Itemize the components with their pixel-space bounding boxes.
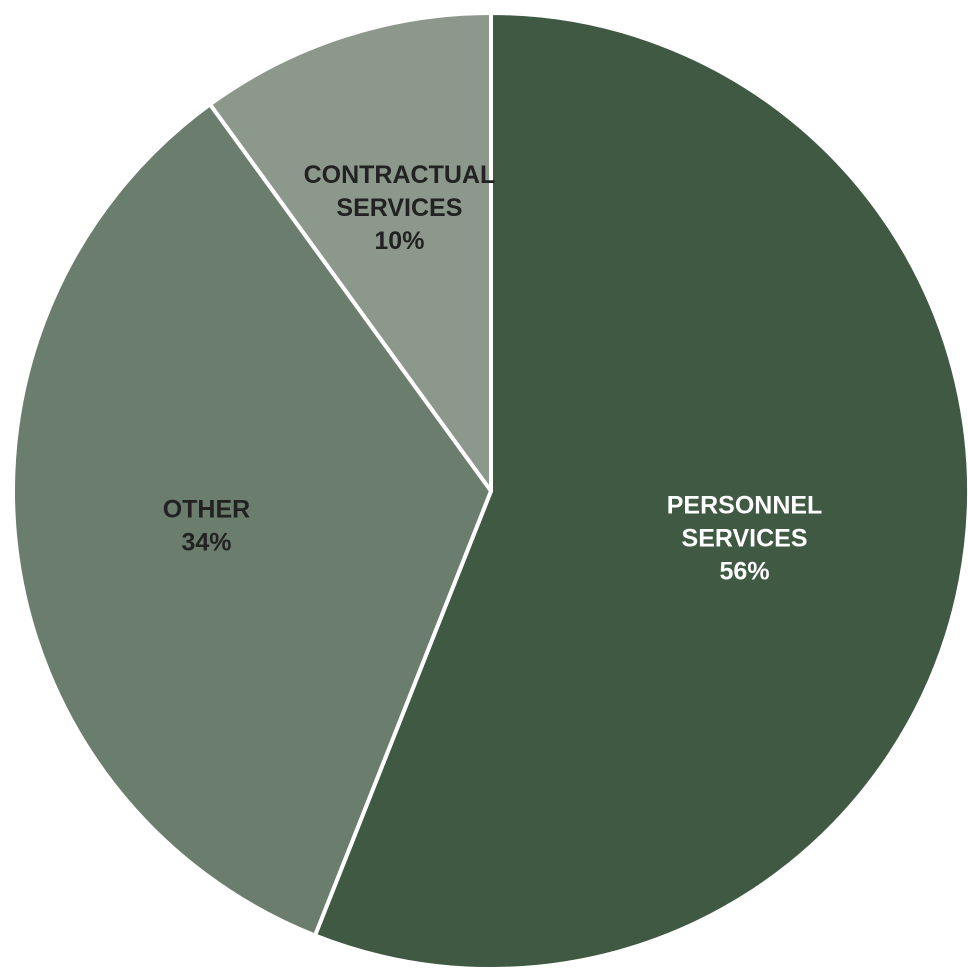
pie-slice-label-2: CONTRACTUAL SERVICES 10% <box>304 161 496 255</box>
pie-slice-name-line: SERVICES <box>336 194 462 222</box>
pie-slice-label-1: OTHER 34% <box>163 495 251 556</box>
pie-slices <box>11 11 968 968</box>
pie-slice-percent: 34% <box>181 528 231 556</box>
pie-slice-name-line: OTHER <box>163 495 251 523</box>
pie-slice-name-line: SERVICES <box>682 524 808 552</box>
pie-slice-label-0: PERSONNEL SERVICES 56% <box>667 491 823 585</box>
pie-labels: PERSONNEL SERVICES 56% OTHER 34% CONTRACTUAL S… <box>163 161 823 585</box>
pie-slice-1 <box>11 102 493 938</box>
pie-slice-percent: 10% <box>374 227 424 255</box>
pie-slice-2 <box>208 11 493 493</box>
pie-slice-percent: 56% <box>720 557 770 585</box>
pie-slice-0 <box>313 11 968 968</box>
pie-slice-name-line: PERSONNEL <box>667 491 823 519</box>
pie-slice-name-line: CONTRACTUAL <box>304 161 496 189</box>
